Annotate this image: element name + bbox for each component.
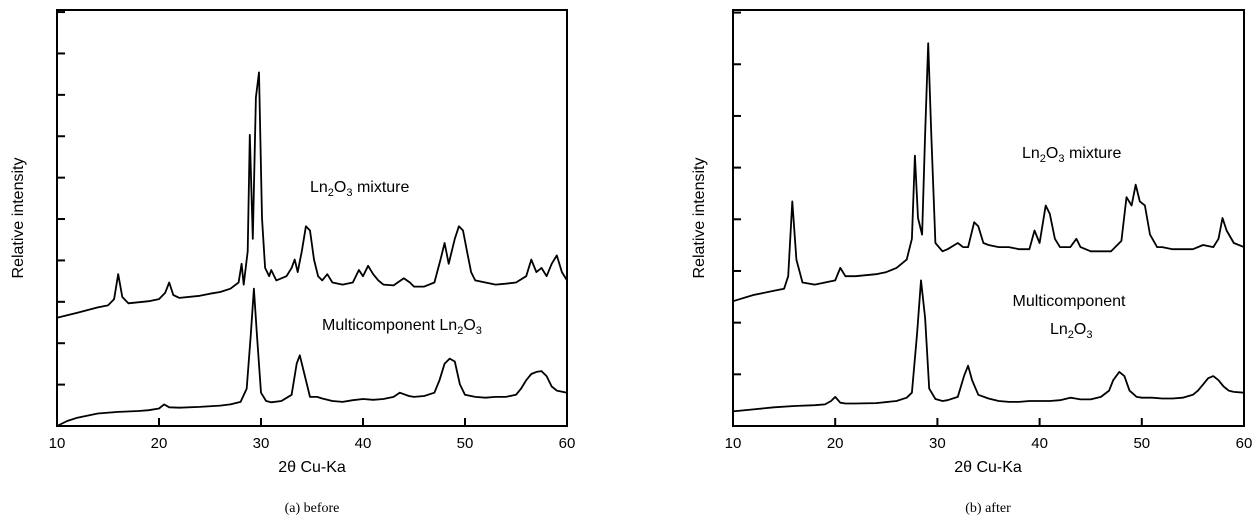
x-tick-label: 20 bbox=[151, 435, 168, 452]
panel-b-caption: (b) after bbox=[965, 501, 1011, 516]
x-tick-label: 50 bbox=[1133, 435, 1150, 452]
x-tick-label: 30 bbox=[929, 435, 946, 452]
panel-b-x-axis-title: 2θ Cu-Ka bbox=[954, 459, 1022, 476]
panel-b-x-tick-labels: 10 20 30 40 50 60 bbox=[725, 435, 1253, 452]
panel-b: 10 20 30 40 50 60 2θ Cu-Ka Relative intensity… bbox=[691, 9, 1253, 516]
panel-b-series bbox=[732, 42, 1245, 413]
x-tick-label: 20 bbox=[827, 435, 844, 452]
x-tick-label: 10 bbox=[725, 435, 742, 452]
panel-b-label-mixture: Ln2O3 mixture bbox=[1022, 145, 1122, 165]
panel-b-y-axis-title: Relative intensity bbox=[691, 158, 708, 279]
panel-a-y-ticks bbox=[57, 11, 65, 386]
panel-a-label-mixture: Ln2O3 mixture bbox=[310, 179, 410, 199]
x-tick-label: 30 bbox=[253, 435, 270, 452]
panel-a-x-axis-title: 2θ Cu-Ka bbox=[278, 459, 346, 476]
panel-a: 10 20 30 40 50 60 2θ Cu-Ka Relative intensity… bbox=[10, 9, 576, 516]
series-line-multicomponent bbox=[56, 287, 568, 427]
x-tick-label: 60 bbox=[1236, 435, 1253, 452]
panel-b-x-ticks bbox=[732, 418, 1245, 426]
x-tick-label: 40 bbox=[355, 435, 372, 452]
panel-b-frame bbox=[732, 9, 1245, 427]
panel-a-x-tick-labels: 10 20 30 40 50 60 bbox=[49, 435, 576, 452]
x-tick-label: 40 bbox=[1031, 435, 1048, 452]
panel-a-frame bbox=[56, 9, 568, 427]
panel-b-label-multicomponent: Multicomponent bbox=[1013, 293, 1127, 310]
x-tick-label: 60 bbox=[559, 435, 576, 452]
series-line-mixture bbox=[56, 71, 568, 319]
series-line-multicomponent bbox=[732, 279, 1245, 413]
panel-a-label-multicomponent: Multicomponent Ln2O3 bbox=[322, 317, 482, 337]
panel-a-y-axis-title: Relative intensity bbox=[10, 158, 27, 279]
x-tick-label: 10 bbox=[49, 435, 66, 452]
panel-b-y-ticks bbox=[733, 11, 741, 376]
panel-b-label-multicomponent-formula: Ln2O3 bbox=[1050, 321, 1093, 341]
panel-a-series bbox=[56, 71, 568, 427]
panel-a-caption: (a) before bbox=[285, 501, 340, 516]
x-tick-label: 50 bbox=[457, 435, 474, 452]
series-line-mixture bbox=[732, 42, 1245, 303]
panel-a-x-ticks bbox=[56, 418, 568, 426]
